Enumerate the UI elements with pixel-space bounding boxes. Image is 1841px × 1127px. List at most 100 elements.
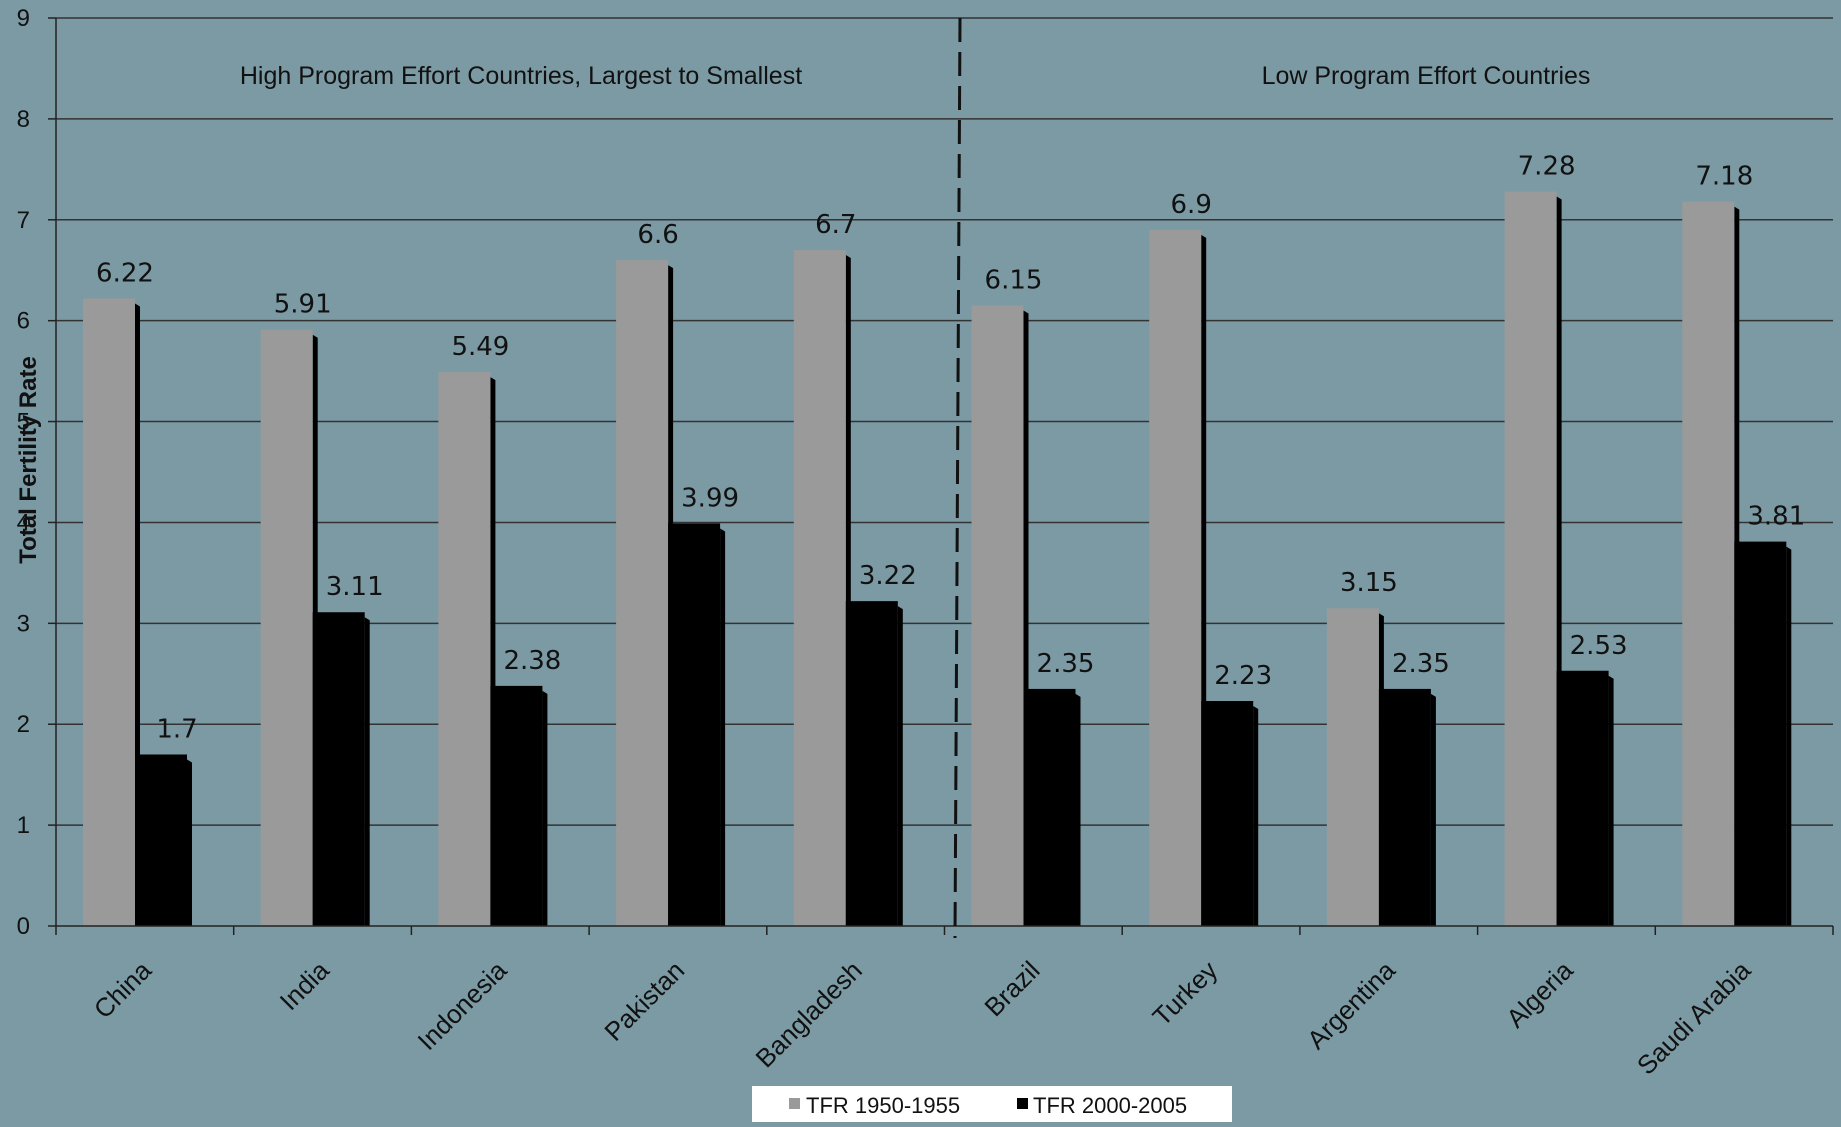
bar-rect xyxy=(616,260,669,927)
bar-tfr-2000-2005-turkey xyxy=(1201,701,1259,926)
data-label-tfr-2000-2005-algeria: 2.53 xyxy=(1570,631,1628,661)
bar-tfr-1950-1955-brazil xyxy=(971,305,1029,926)
bar-tfr-2000-2005-china xyxy=(135,754,192,926)
y-axis-ticks: 0 1 2 3 4 5 6 7 8 9 xyxy=(17,5,56,940)
data-label-tfr-1950-1955-india: 5.91 xyxy=(274,290,332,320)
bar-rect xyxy=(1682,201,1735,926)
y-axis-label: Total Fertility Rate xyxy=(15,356,42,564)
bar-side-shadow xyxy=(187,759,192,926)
legend-label-tfr-2000-2005: TFR 2000-2005 xyxy=(1033,1093,1187,1118)
data-label-tfr-2000-2005-india: 3.11 xyxy=(326,572,384,602)
data-label-tfr-1950-1955-algeria: 7.28 xyxy=(1518,152,1576,182)
legend-label-tfr-1950-1955: TFR 1950-1955 xyxy=(806,1093,960,1118)
bar-rect xyxy=(1378,688,1431,926)
bar-tfr-2000-2005-india xyxy=(312,612,370,926)
data-label-tfr-2000-2005-saudi-arabia: 3.81 xyxy=(1747,502,1805,532)
ytick-label-9: 9 xyxy=(17,5,30,32)
bar-side-shadow xyxy=(720,528,726,926)
bar-rect xyxy=(260,329,313,926)
data-label-tfr-1950-1955-turkey: 6.9 xyxy=(1171,190,1212,220)
data-label-tfr-2000-2005-pakistan: 3.99 xyxy=(681,483,739,513)
high-effort-region-label: High Program Effort Countries, Largest t… xyxy=(240,62,802,90)
bar-rect xyxy=(1326,608,1379,926)
ytick-label-1: 1 xyxy=(17,812,30,839)
x-axis xyxy=(55,18,1834,935)
data-labels: 6.22 1.7 5.91 3.11 5.49 2.38 6.6 3.99 6.7 3.22 6.1… xyxy=(96,152,1805,745)
ytick-label-3: 3 xyxy=(17,610,30,637)
bar-tfr-1950-1955-argentina xyxy=(1326,608,1384,926)
category-label-bangladesh: Bangladesh xyxy=(750,955,868,1073)
bar-tfr-1950-1955-bangladesh xyxy=(793,250,851,927)
bar-side-shadow xyxy=(1430,693,1436,926)
bar-rect xyxy=(668,523,721,926)
category-label-algeria: Algeria xyxy=(1500,955,1579,1034)
data-label-tfr-1950-1955-brazil: 6.15 xyxy=(985,266,1043,296)
bar-side-shadow xyxy=(1786,546,1792,926)
legend-box xyxy=(752,1086,1232,1122)
bar-rect xyxy=(845,601,898,926)
category-label-brazil: Brazil xyxy=(978,955,1045,1022)
bar-tfr-1950-1955-india xyxy=(260,329,318,926)
data-label-tfr-1950-1955-indonesia: 5.49 xyxy=(451,332,509,362)
bar-tfr-1950-1955-indonesia xyxy=(438,372,496,926)
category-label-pakistan: Pakistan xyxy=(598,955,690,1047)
bar-tfr-2000-2005-bangladesh xyxy=(845,601,903,926)
ytick-label-2: 2 xyxy=(17,711,30,738)
bar-rect xyxy=(1149,229,1202,926)
ytick-label-4: 4 xyxy=(17,509,30,536)
data-label-tfr-2000-2005-argentina: 2.35 xyxy=(1392,649,1450,679)
category-labels: China India Indonesia Pakistan Bangladesh Bra… xyxy=(88,955,1757,1081)
bar-side-shadow xyxy=(1608,675,1614,926)
bar-rect xyxy=(793,250,846,927)
legend-swatch-tfr-2000-2005 xyxy=(1017,1098,1028,1109)
bar-rect xyxy=(1734,541,1787,926)
data-label-tfr-1950-1955-pakistan: 6.6 xyxy=(637,220,678,250)
data-label-tfr-1950-1955-argentina: 3.15 xyxy=(1340,568,1398,598)
data-label-tfr-2000-2005-turkey: 2.23 xyxy=(1214,661,1272,691)
bar-tfr-2000-2005-saudi-arabia xyxy=(1734,541,1792,926)
data-label-tfr-1950-1955-china: 6.22 xyxy=(96,258,154,288)
legend-swatch-tfr-1950-1955 xyxy=(789,1098,800,1109)
bar-tfr-2000-2005-indonesia xyxy=(490,685,548,926)
bar-rect xyxy=(971,305,1024,926)
bar-tfr-2000-2005-brazil xyxy=(1023,688,1081,926)
legend: TFR 1950-1955 TFR 2000-2005 xyxy=(752,1086,1232,1122)
bar-rect xyxy=(1023,688,1076,926)
bar-rect xyxy=(135,754,187,926)
bars xyxy=(83,191,1792,927)
data-label-tfr-2000-2005-indonesia: 2.38 xyxy=(503,646,561,676)
bar-rect xyxy=(312,612,365,926)
bar-tfr-2000-2005-pakistan xyxy=(668,523,726,926)
low-effort-region-label: Low Program Effort Countries xyxy=(1262,62,1591,90)
bar-rect xyxy=(438,372,491,926)
bar-side-shadow xyxy=(364,617,370,926)
bar-tfr-1950-1955-algeria xyxy=(1504,191,1562,927)
group-divider-line xyxy=(953,17,962,939)
ytick-label-7: 7 xyxy=(17,207,30,234)
bar-side-shadow xyxy=(1075,693,1081,926)
ytick-label-8: 8 xyxy=(17,106,30,133)
data-label-tfr-2000-2005-bangladesh: 3.22 xyxy=(859,561,917,591)
bar-rect xyxy=(1201,701,1254,926)
category-label-turkey: Turkey xyxy=(1147,955,1224,1032)
bar-tfr-1950-1955-pakistan xyxy=(616,260,674,927)
bar-rect xyxy=(83,298,135,927)
ytick-label-6: 6 xyxy=(17,308,30,335)
ytick-label-5: 5 xyxy=(17,409,30,436)
data-label-tfr-2000-2005-brazil: 2.35 xyxy=(1037,649,1095,679)
data-label-tfr-2000-2005-china: 1.7 xyxy=(156,714,197,744)
category-label-argentina: Argentina xyxy=(1301,955,1401,1055)
bar-tfr-1950-1955-saudi-arabia xyxy=(1682,201,1740,926)
category-label-india: India xyxy=(274,955,335,1016)
ytick-label-0: 0 xyxy=(17,913,30,940)
category-label-china: China xyxy=(88,955,158,1025)
bar-tfr-1950-1955-china xyxy=(83,298,140,927)
bar-side-shadow xyxy=(1253,706,1259,926)
category-label-indonesia: Indonesia xyxy=(412,955,513,1056)
data-label-tfr-1950-1955-saudi-arabia: 7.18 xyxy=(1695,162,1753,192)
bar-rect xyxy=(490,685,543,926)
bar-side-shadow xyxy=(542,690,548,926)
category-label-saudi-arabia: Saudi Arabia xyxy=(1631,955,1757,1081)
